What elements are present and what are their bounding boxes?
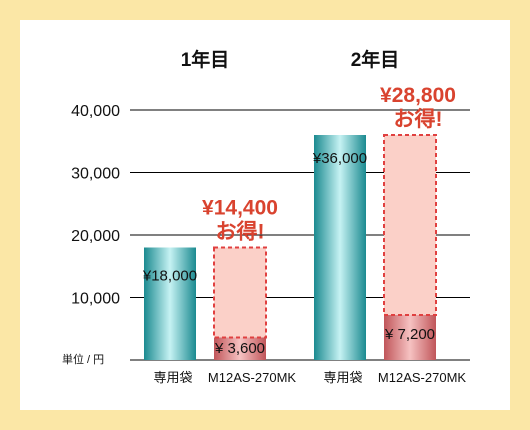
category-label: 専用袋	[153, 370, 192, 385]
savings-amount-label: ¥14,400	[202, 197, 278, 220]
y-tick-label: 40,000	[71, 103, 120, 120]
y-tick-label: 20,000	[71, 228, 120, 245]
group-title: 1年目	[181, 48, 230, 71]
bar-bag	[314, 135, 366, 360]
y-tick-label: 30,000	[71, 166, 120, 183]
bar-bag	[144, 247, 196, 360]
savings-sublabel: お得!	[394, 107, 443, 131]
category-label: 専用袋	[323, 370, 362, 385]
category-label: M12AS-270MK	[378, 370, 466, 385]
savings-amount-label: ¥28,800	[380, 84, 456, 107]
group-title: 2年目	[351, 48, 400, 71]
category-label: M12AS-270MK	[208, 370, 296, 385]
unit-label: 単位 / 円	[62, 352, 104, 366]
y-tick-label: 10,000	[71, 291, 120, 308]
bar-product	[214, 337, 266, 360]
bar-product	[384, 315, 436, 360]
bar-value-label: ¥36,000	[312, 150, 367, 167]
savings-sublabel: お得!	[216, 220, 265, 244]
bar-value-label: ¥ 7,200	[384, 326, 435, 343]
savings-box	[213, 246, 267, 339]
bar-value-label: ¥18,000	[142, 268, 197, 285]
bar-value-label: ¥ 3,600	[214, 340, 265, 357]
savings-box	[383, 134, 437, 316]
